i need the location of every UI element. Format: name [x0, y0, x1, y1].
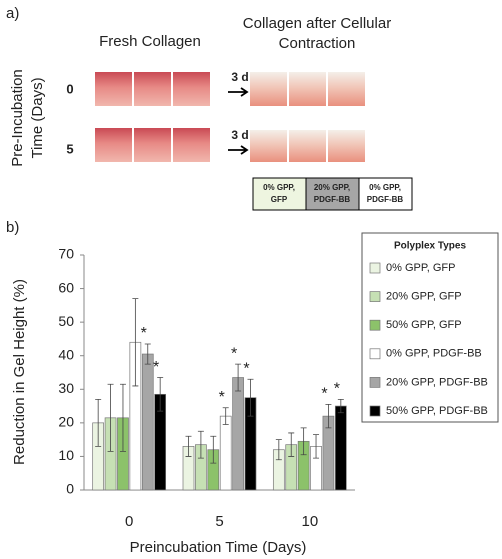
legend-swatch — [369, 405, 381, 417]
arrow-label: 3 d — [231, 70, 248, 84]
legend-label: 50% GPP, GFP — [386, 319, 462, 331]
error-bar — [288, 432, 295, 457]
error-bar — [144, 343, 151, 365]
arrow — [228, 145, 249, 155]
error-bar — [107, 383, 114, 452]
y-tick-label: 40 — [58, 346, 74, 362]
well-key-label: PDGF-BB — [314, 195, 351, 204]
legend-title: Polyplex Types — [394, 241, 467, 252]
y-tick-label: 30 — [58, 380, 74, 396]
y-tick-label: 70 — [58, 246, 74, 262]
column-title: Contraction — [279, 35, 356, 52]
legend-box — [361, 232, 499, 423]
error-bar — [275, 439, 282, 461]
y-tick-label: 10 — [58, 447, 74, 463]
y-tick-label: 60 — [58, 279, 74, 295]
error-bar — [313, 434, 320, 459]
well-key-label: 20% GPP, — [314, 183, 350, 192]
column-title: Collagen after Cellular — [243, 15, 391, 32]
bar — [334, 405, 347, 491]
photo-contracted-0 — [250, 72, 365, 106]
significance-marker: * — [334, 381, 340, 398]
legend-label: 0% GPP, GFP — [386, 262, 456, 274]
error-bar — [325, 403, 332, 429]
significance-marker: * — [219, 389, 225, 406]
well-key-label: 0% GPP, — [369, 183, 401, 192]
error-bar — [210, 435, 217, 464]
photo-fresh-0 — [95, 72, 210, 106]
arrow-label: 3 d — [231, 128, 248, 142]
well-key-label: 0% GPP, — [263, 183, 295, 192]
error-bar — [300, 427, 307, 456]
error-bar — [119, 383, 126, 452]
well-key — [252, 177, 413, 211]
column-title: Fresh Collagen — [99, 33, 201, 50]
legend-swatch — [369, 348, 381, 360]
bar — [141, 353, 154, 491]
row-axis-title: Pre-Incubation — [9, 69, 26, 167]
significance-marker: * — [243, 360, 249, 377]
bar — [232, 377, 244, 491]
legend-label: 0% GPP, PDGF-BB — [386, 348, 482, 360]
error-bar — [132, 298, 139, 387]
significance-marker: * — [153, 359, 159, 376]
panel-label: a) — [6, 5, 19, 22]
legend-swatch — [369, 291, 381, 302]
y-tick-label: 0 — [66, 481, 74, 497]
photo-contracted-5 — [250, 130, 365, 162]
y-axis-title: Reduction in Gel Height (%) — [11, 279, 28, 465]
x-axis-title: Preincubation Time (Days) — [130, 539, 307, 556]
significance-marker: * — [231, 345, 237, 362]
error-bar — [157, 377, 164, 412]
row-label: 5 — [66, 141, 73, 156]
legend-label: 20% GPP, GFP — [386, 291, 462, 303]
error-bar — [247, 378, 254, 417]
error-bar — [185, 435, 192, 457]
row-label: 0 — [66, 81, 73, 96]
legend-swatch — [369, 319, 381, 331]
x-tick-label: 0 — [125, 513, 133, 530]
error-bar — [95, 398, 102, 447]
error-bar — [197, 430, 204, 459]
x-tick-label: 10 — [301, 513, 318, 530]
significance-marker: * — [141, 325, 147, 342]
arrow — [228, 87, 249, 97]
x-tick-label: 5 — [215, 513, 223, 530]
y-tick-label: 20 — [58, 414, 74, 430]
legend-label: 50% GPP, PDGF-BB — [386, 405, 488, 417]
significance-marker: * — [321, 386, 327, 403]
legend-swatch — [369, 377, 381, 388]
well-key-label: PDGF-BB — [367, 195, 404, 204]
legend-swatch — [369, 262, 381, 274]
photo-fresh-5 — [95, 128, 210, 162]
legend-label: 20% GPP, PDGF-BB — [386, 376, 488, 388]
error-bar — [222, 407, 229, 425]
error-bar — [337, 398, 344, 414]
bar — [219, 415, 232, 491]
well-key-label: GFP — [271, 195, 288, 204]
row-axis-title: Time (Days) — [29, 77, 46, 158]
error-bar — [235, 363, 242, 392]
y-tick-label: 50 — [58, 313, 74, 329]
panel-label: b) — [6, 219, 19, 236]
